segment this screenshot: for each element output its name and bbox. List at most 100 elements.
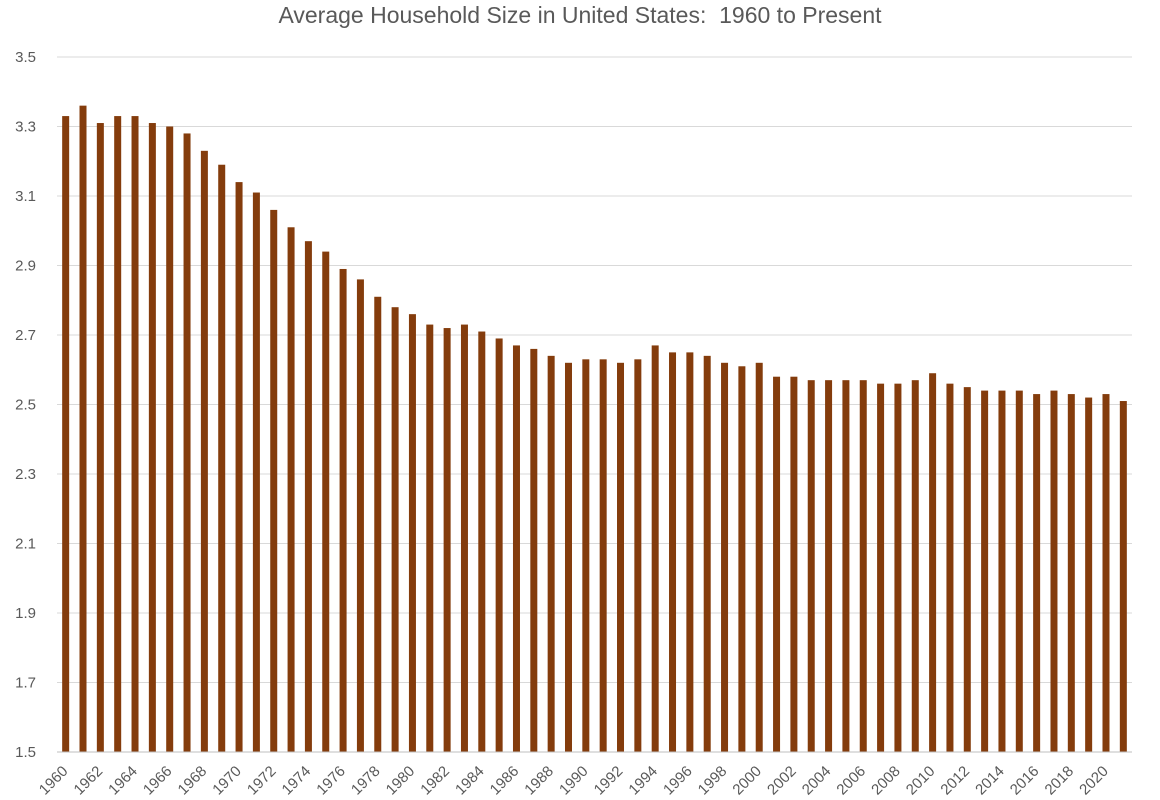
bar-1986 bbox=[512, 345, 520, 752]
bar-2015 bbox=[1015, 390, 1023, 752]
x-tick-label: 2010 bbox=[903, 763, 939, 799]
y-tick-label: 3.3 bbox=[15, 119, 36, 136]
chart-title: Average Household Size in United States:… bbox=[278, 2, 882, 28]
y-tick-label: 1.5 bbox=[15, 744, 36, 761]
bar-1974 bbox=[304, 241, 312, 753]
bar-2019 bbox=[1085, 397, 1093, 752]
y-tick-label: 1.7 bbox=[15, 675, 36, 692]
bar-1968 bbox=[200, 150, 208, 752]
bar-1962 bbox=[96, 123, 104, 752]
bar-2008 bbox=[894, 383, 902, 752]
bar-1961 bbox=[79, 105, 87, 752]
x-tick-label: 2000 bbox=[729, 763, 765, 799]
x-tick-label: 1980 bbox=[383, 763, 419, 799]
bar-2007 bbox=[877, 383, 885, 752]
bar-2006 bbox=[859, 380, 867, 752]
bar-1999 bbox=[738, 366, 746, 752]
bar-2004 bbox=[825, 380, 833, 752]
x-tick-label: 1974 bbox=[279, 763, 315, 799]
x-tick-label: 1962 bbox=[71, 763, 107, 799]
x-tick-label: 2008 bbox=[868, 763, 904, 799]
y-tick-label: 2.7 bbox=[15, 327, 36, 344]
x-tick-label: 1972 bbox=[244, 763, 280, 799]
x-tick-label: 1960 bbox=[36, 763, 72, 799]
bar-1977 bbox=[356, 279, 364, 752]
x-tick-label: 1984 bbox=[452, 763, 488, 799]
bar-1965 bbox=[148, 123, 156, 752]
bar-1984 bbox=[478, 331, 486, 752]
x-tick-label: 1964 bbox=[105, 763, 141, 799]
bar-2001 bbox=[773, 376, 781, 752]
bar-2003 bbox=[807, 380, 815, 752]
bar-1970 bbox=[235, 182, 243, 753]
bar-2010 bbox=[929, 373, 937, 752]
bar-2012 bbox=[963, 387, 971, 752]
x-tick-label: 2018 bbox=[1042, 763, 1078, 799]
bar-2018 bbox=[1067, 394, 1075, 752]
bar-2021 bbox=[1119, 401, 1127, 752]
x-tick-label: 1990 bbox=[556, 763, 592, 799]
bar-1980 bbox=[408, 314, 416, 752]
bar-1976 bbox=[339, 268, 347, 752]
x-tick-label: 2002 bbox=[764, 763, 800, 799]
bar-1978 bbox=[374, 296, 382, 752]
x-tick-label: 1966 bbox=[140, 763, 176, 799]
x-tick-label: 2006 bbox=[833, 763, 869, 799]
bar-1960 bbox=[62, 116, 70, 752]
y-tick-label: 1.9 bbox=[15, 605, 36, 622]
bar-2000 bbox=[755, 362, 763, 752]
bar-2013 bbox=[981, 390, 989, 752]
bar-1993 bbox=[634, 359, 642, 752]
bar-1998 bbox=[721, 362, 729, 752]
bar-1991 bbox=[599, 359, 607, 752]
x-tick-label: 1988 bbox=[521, 763, 557, 799]
y-tick-label: 3.1 bbox=[15, 188, 36, 205]
y-tick-label: 3.5 bbox=[15, 49, 36, 66]
y-tick-label: 2.1 bbox=[15, 536, 36, 553]
x-tick-label: 1982 bbox=[417, 763, 453, 799]
bars bbox=[62, 105, 1127, 753]
bar-2002 bbox=[790, 376, 798, 752]
bar-1981 bbox=[426, 324, 434, 752]
bar-2014 bbox=[998, 390, 1006, 752]
bar-2011 bbox=[946, 383, 954, 752]
x-tick-label: 1986 bbox=[487, 763, 523, 799]
bar-1972 bbox=[270, 209, 278, 752]
x-tick-label: 2020 bbox=[1076, 763, 1112, 799]
bar-2016 bbox=[1033, 394, 1041, 752]
x-tick-label: 1996 bbox=[660, 763, 696, 799]
bar-2005 bbox=[842, 380, 850, 752]
bar-1994 bbox=[651, 345, 659, 752]
x-tick-label: 2012 bbox=[937, 763, 973, 799]
x-axis-ticks: 1960 1962 1964 1966 1968 1970 1972 1974 1976 1978… bbox=[36, 763, 1112, 799]
y-tick-label: 2.5 bbox=[15, 397, 36, 414]
bar-1987 bbox=[530, 348, 538, 752]
bar-1964 bbox=[131, 116, 139, 752]
bar-1973 bbox=[287, 227, 295, 752]
x-tick-label: 1994 bbox=[625, 763, 661, 799]
x-tick-label: 1976 bbox=[313, 763, 349, 799]
bar-1988 bbox=[547, 355, 555, 752]
bar-1995 bbox=[669, 352, 677, 752]
bar-1979 bbox=[391, 307, 399, 752]
bar-1963 bbox=[114, 116, 122, 752]
y-tick-label: 2.9 bbox=[15, 258, 36, 275]
bar-1967 bbox=[183, 133, 191, 752]
x-tick-label: 2004 bbox=[799, 763, 835, 799]
bar-1992 bbox=[617, 362, 625, 752]
bar-1982 bbox=[443, 328, 451, 752]
bar-1997 bbox=[703, 355, 711, 752]
bar-1966 bbox=[166, 126, 174, 752]
x-tick-label: 2014 bbox=[972, 763, 1008, 799]
bar-1985 bbox=[495, 338, 503, 752]
x-tick-label: 2016 bbox=[1007, 763, 1043, 799]
x-tick-label: 1970 bbox=[209, 763, 245, 799]
bar-2020 bbox=[1102, 394, 1110, 752]
bar-1990 bbox=[582, 359, 590, 752]
bar-1989 bbox=[564, 362, 572, 752]
bar-2009 bbox=[911, 380, 919, 752]
bar-1971 bbox=[252, 192, 260, 752]
x-tick-label: 1978 bbox=[348, 763, 384, 799]
